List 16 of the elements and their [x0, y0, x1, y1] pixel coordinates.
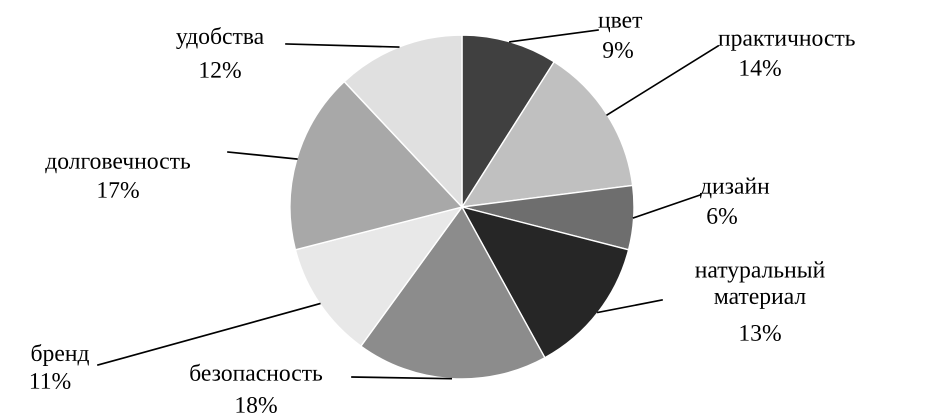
data-label: 13% [740, 324, 781, 341]
data-label: 11% [30, 372, 70, 389]
data-label: 12% [200, 62, 241, 78]
slice-label: безопасность [190, 364, 322, 381]
slice-label: натуральный материал [695, 261, 825, 309]
slice-label: бренд [32, 344, 89, 366]
data-label: 14% [740, 60, 781, 76]
data-label: 6% [707, 208, 737, 224]
data-label: 17% [98, 182, 139, 198]
slice-label: удобства [176, 27, 264, 49]
slice-label: долговечность [45, 158, 190, 174]
data-label: 9% [603, 42, 633, 58]
data-label: 18% [236, 396, 277, 413]
slice-label: практичность [718, 34, 855, 51]
slice-label: дизайн [700, 178, 770, 198]
slice-label: цвет [598, 16, 642, 32]
